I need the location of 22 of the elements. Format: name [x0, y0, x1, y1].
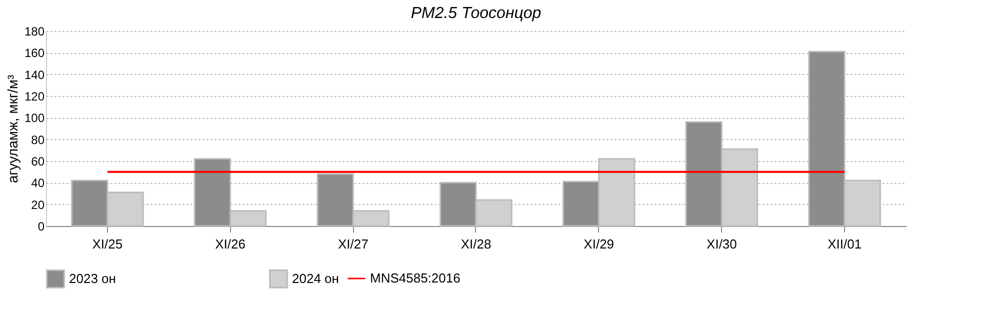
y-tick-label: 120	[24, 90, 45, 104]
y-tick-label: 20	[31, 198, 45, 212]
chart-title: PM2.5 Тоосонцор	[410, 5, 542, 22]
x-tick-label: XII/01	[828, 236, 862, 252]
y-axis-title: агууламж, мкг/м³	[4, 74, 20, 184]
x-tick-label: XI/28	[460, 236, 492, 252]
y-tick-label: 60	[31, 154, 45, 168]
x-tick-label: XI/30	[706, 236, 737, 252]
y-tick-label: 180	[24, 24, 45, 38]
legend-label: MNS4585:2016	[370, 270, 460, 286]
x-tick-label: XI/29	[584, 236, 614, 252]
legend-label: 2024 он	[292, 270, 339, 286]
y-tick-label: 40	[31, 176, 45, 190]
y-tick-label: 0	[38, 220, 45, 234]
legend-label: 2023 он	[69, 270, 116, 286]
y-tick-label: 100	[24, 111, 45, 126]
x-tick-label: XI/26	[215, 236, 246, 252]
x-tick-label: XI/25	[92, 236, 123, 252]
y-tick-label: 80	[31, 132, 45, 147]
y-tick-label: 140	[24, 68, 45, 82]
y-tick-label: 160	[24, 46, 45, 60]
x-tick-label: XI/27	[338, 236, 368, 252]
